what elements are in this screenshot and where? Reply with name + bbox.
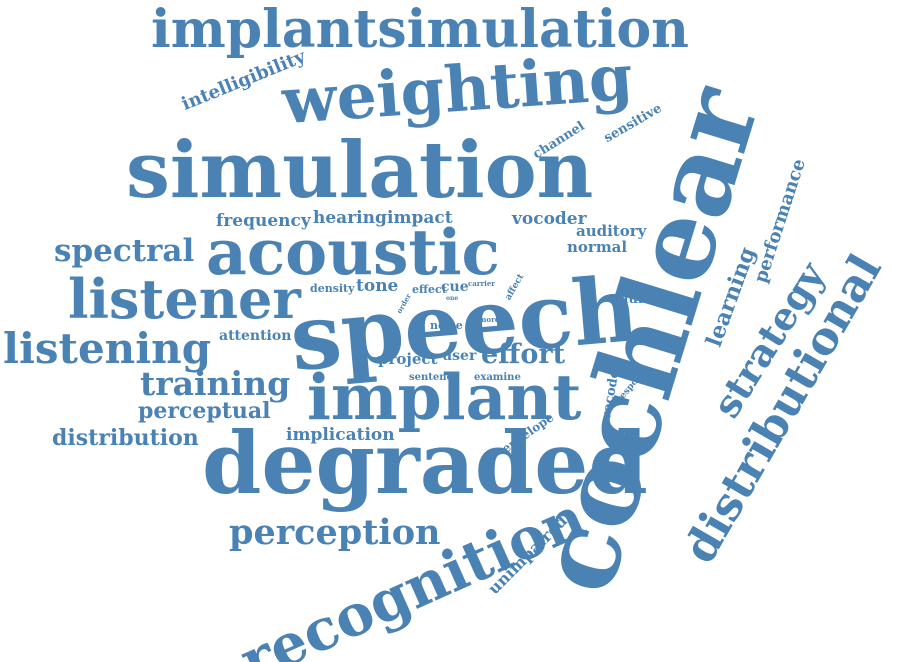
word-listener: listener xyxy=(68,267,301,331)
word-distribution: distribution xyxy=(52,425,199,451)
word-auditory: auditory xyxy=(576,222,647,240)
word-carrier: carrier xyxy=(468,279,495,288)
word-training: training xyxy=(140,364,291,403)
word-hearing: hearing xyxy=(313,208,387,228)
word-degraded: degraded xyxy=(202,414,648,514)
word-sentence: sentence xyxy=(409,372,459,383)
word-spectral: spectral xyxy=(54,233,195,269)
word-listening: listening xyxy=(3,324,212,373)
word-number: number xyxy=(619,292,676,307)
word-cue: cue xyxy=(441,279,469,295)
word-frequency: frequency xyxy=(216,211,311,231)
word-vocoder: vocoder xyxy=(512,209,587,229)
word-project: project xyxy=(378,350,438,368)
word-acoustic: acoustic xyxy=(206,215,500,289)
word-user: user xyxy=(442,348,477,364)
word-implantsimulation: implantsimulation xyxy=(151,0,689,60)
word-attention: attention xyxy=(219,328,292,344)
word-perceptual: perceptual xyxy=(138,398,271,424)
word-effort: effort xyxy=(481,339,566,370)
word-noise: noise xyxy=(430,319,463,332)
word-effect: effect xyxy=(412,283,447,296)
word-implication: implication xyxy=(286,425,395,445)
word-perception: perception xyxy=(229,512,441,553)
word-one: one xyxy=(446,295,459,302)
word-simulation: simulation xyxy=(126,125,594,216)
word-examine: examine xyxy=(474,372,521,383)
word-implant: implant xyxy=(307,360,582,434)
word-more: more xyxy=(479,315,500,324)
word-impact: impact xyxy=(387,208,453,228)
word-tone: tone xyxy=(356,276,399,296)
word-density: density xyxy=(310,282,355,295)
word-normal: normal xyxy=(567,238,628,256)
